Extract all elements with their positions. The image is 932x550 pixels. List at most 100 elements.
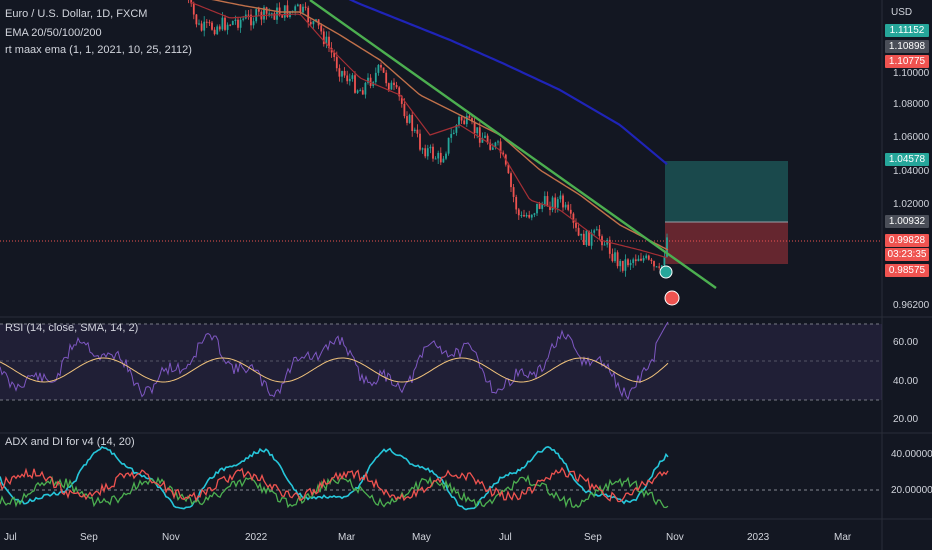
price-tick: 1.04000: [893, 166, 930, 177]
ema-200-line[interactable]: [340, 0, 668, 166]
candle: [595, 229, 598, 231]
time-tick: Jul: [4, 532, 17, 543]
target-zone[interactable]: [665, 161, 788, 222]
candle: [450, 134, 453, 138]
candle: [224, 17, 226, 30]
candle: [286, 5, 289, 17]
candle: [468, 115, 471, 119]
candle: [198, 23, 200, 25]
candle: [473, 121, 476, 134]
stop-zone[interactable]: [665, 222, 788, 264]
rt-indicator-label[interactable]: rt maax ema (1, 1, 2021, 10, 25, 2112): [5, 44, 192, 56]
candle: [403, 103, 406, 117]
candle: [543, 196, 546, 205]
candle: [647, 255, 650, 260]
candle: [333, 52, 336, 58]
time-tick: Mar: [338, 532, 356, 543]
ema-50-line[interactable]: [200, 0, 669, 251]
candle: [637, 258, 640, 262]
candle: [616, 252, 619, 267]
candle: [632, 259, 635, 263]
candle: [413, 129, 416, 132]
price-tag: 0.98575: [885, 264, 929, 277]
candle: [523, 215, 525, 217]
candle: [533, 213, 536, 215]
candle: [343, 71, 346, 76]
candle: [642, 258, 645, 261]
trendline[interactable]: [309, 0, 717, 289]
candle: [208, 22, 211, 24]
rsi-tick: 40.00: [893, 376, 919, 387]
candle: [364, 82, 367, 95]
ema-indicator-label[interactable]: EMA 20/50/100/200: [5, 27, 102, 39]
rsi-line[interactable]: [0, 321, 669, 401]
candle: [234, 19, 237, 22]
candle: [525, 214, 528, 217]
candle: [231, 21, 234, 25]
candle: [247, 14, 250, 16]
candle: [653, 261, 655, 267]
ema-20-line[interactable]: [189, 1, 668, 259]
di-plus-line[interactable]: [0, 474, 669, 509]
candle: [481, 137, 484, 143]
candle: [489, 142, 492, 150]
candle: [471, 118, 473, 122]
candle: [650, 259, 653, 262]
candle: [390, 82, 393, 90]
candle: [530, 214, 533, 218]
candle: [229, 24, 232, 26]
time-tick: Sep: [584, 532, 602, 543]
candle: [200, 23, 203, 31]
candle: [517, 209, 520, 216]
candle: [218, 26, 221, 30]
candle: [484, 135, 486, 138]
adx-line[interactable]: [0, 445, 669, 511]
candle: [627, 259, 629, 266]
candle: [510, 173, 512, 188]
rsi-panel-title[interactable]: RSI (14, close, SMA, 14, 2): [5, 322, 139, 334]
candle: [265, 7, 268, 14]
candle: [281, 15, 284, 18]
candle: [322, 31, 325, 45]
candle: [255, 9, 258, 22]
rsi-band[interactable]: [0, 324, 882, 400]
candle: [432, 146, 434, 159]
time-tick: May: [412, 532, 431, 543]
candle: [221, 17, 224, 30]
candle: [590, 232, 593, 246]
candle: [546, 196, 549, 207]
candle: [442, 158, 445, 163]
candle: [242, 18, 245, 20]
candle: [408, 114, 411, 123]
event-marker-icon[interactable]: [664, 290, 680, 306]
di-minus-line[interactable]: [0, 466, 669, 503]
candle: [598, 229, 601, 237]
adx-tick: 40.00000: [891, 449, 932, 460]
candle: [195, 14, 198, 25]
price-tick: 1.08000: [893, 99, 930, 110]
adx-panel-title[interactable]: ADX and DI for v4 (14, 20): [5, 436, 135, 448]
candle: [562, 195, 564, 208]
candle: [400, 96, 403, 104]
rsi-ma-line[interactable]: [0, 357, 669, 383]
candle: [348, 78, 351, 82]
candle: [377, 64, 380, 73]
event-marker-icon[interactable]: [659, 265, 673, 279]
candle: [369, 77, 372, 86]
candle: [257, 9, 260, 12]
candle: [416, 129, 419, 134]
candle: [302, 6, 304, 13]
candles[interactable]: [185, 0, 668, 277]
candle: [429, 146, 432, 149]
candle: [559, 195, 562, 200]
time-tick: Sep: [80, 532, 98, 543]
candle: [380, 64, 382, 68]
time-tick: Nov: [162, 532, 180, 543]
candle: [452, 132, 455, 135]
candle: [296, 4, 299, 7]
candle: [666, 237, 668, 257]
candle: [325, 36, 328, 45]
candle: [374, 72, 377, 83]
symbol-title[interactable]: Euro / U.S. Dollar, 1D, FXCM: [5, 8, 148, 20]
